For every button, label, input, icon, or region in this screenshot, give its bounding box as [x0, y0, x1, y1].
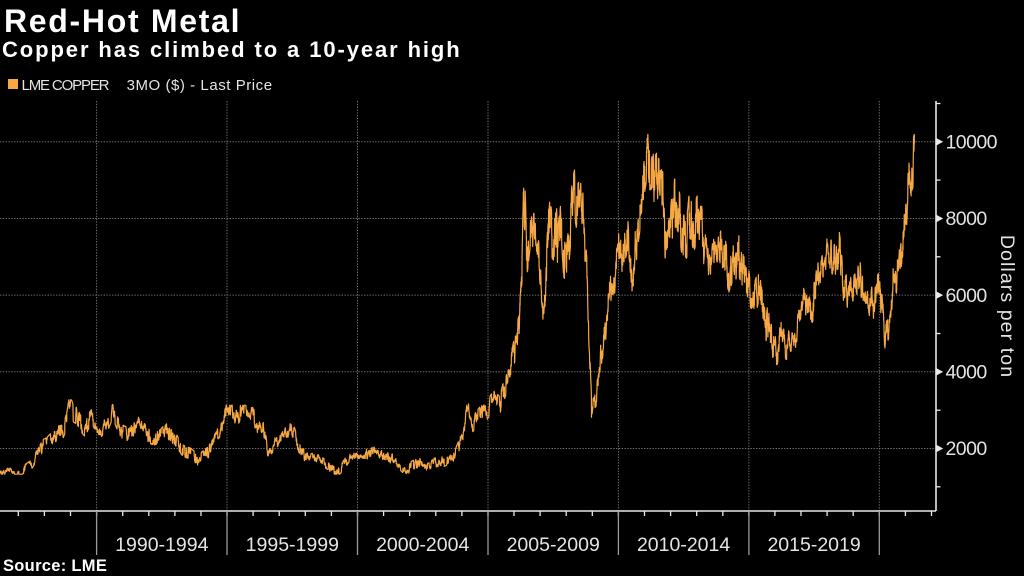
svg-text:10000: 10000	[946, 132, 998, 154]
svg-text:2015-2019: 2015-2019	[767, 534, 860, 556]
svg-text:1990-1994: 1990-1994	[115, 534, 208, 556]
svg-text:Dollars per ton: Dollars per ton	[996, 235, 1018, 378]
svg-text:2000: 2000	[946, 438, 988, 460]
svg-text:1995-1999: 1995-1999	[246, 534, 339, 556]
svg-text:2005-2009: 2005-2009	[507, 534, 600, 556]
svg-text:6000: 6000	[946, 285, 988, 307]
svg-text:8000: 8000	[946, 208, 988, 230]
svg-text:2010-2014: 2010-2014	[637, 534, 730, 556]
svg-text:4000: 4000	[946, 362, 988, 384]
svg-text:2000-2004: 2000-2004	[376, 534, 469, 556]
